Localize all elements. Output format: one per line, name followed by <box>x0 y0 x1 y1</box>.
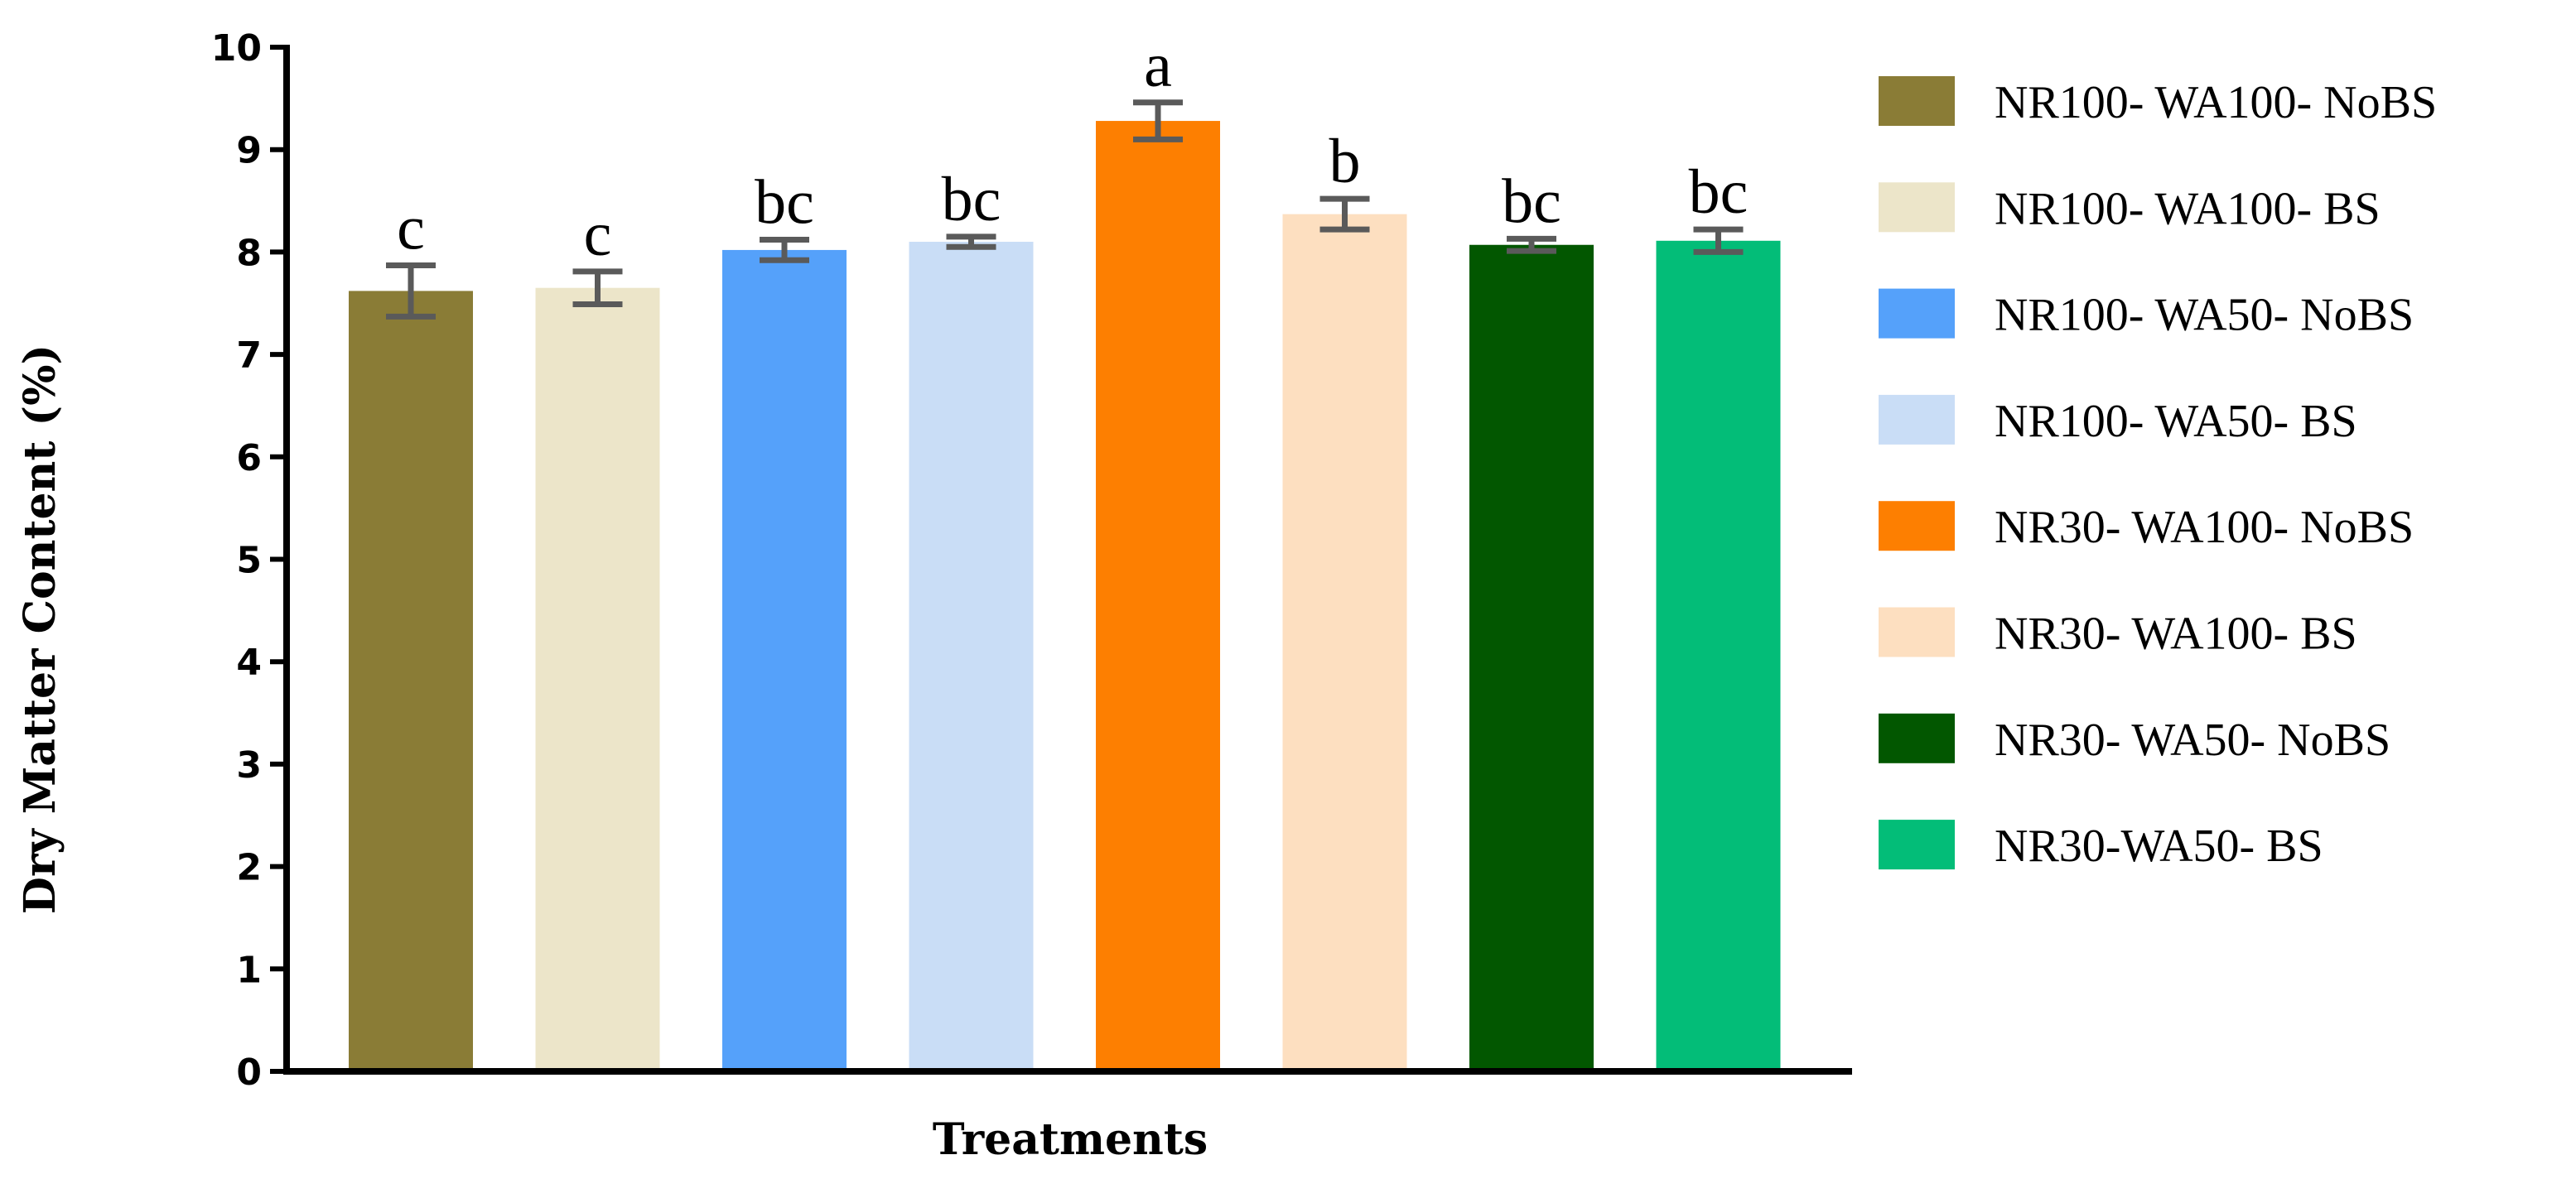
legend-label-1: NR100- WA100- NoBS <box>1995 77 2437 128</box>
legend-swatch-3 <box>1879 288 1955 339</box>
y-axis: 0 1 2 3 4 5 6 7 8 9 10 <box>211 27 290 1094</box>
x-axis-label: Treatments <box>933 1114 1208 1165</box>
legend-item-2: NR100- WA100- BS <box>1879 182 2381 234</box>
error-bar-4 <box>946 233 996 250</box>
error-bars <box>386 99 1744 320</box>
bar-3 <box>722 249 847 1068</box>
legend-item-1: NR100- WA100- NoBS <box>1879 76 2437 128</box>
bar-2 <box>535 287 660 1068</box>
error-bar-3 <box>760 237 809 263</box>
error-bar-7 <box>1507 235 1556 254</box>
bar-4 <box>909 242 1034 1068</box>
legend-item-4: NR100- WA50- BS <box>1879 394 2357 447</box>
significance-label-8: bc <box>1689 157 1749 227</box>
error-bar-2 <box>572 268 623 307</box>
legend-swatch-2 <box>1879 182 1955 233</box>
y-tick-label-8: 8 <box>236 232 262 274</box>
y-tick-label-2: 2 <box>236 847 262 889</box>
error-bar-8 <box>1693 226 1744 255</box>
legend: NR100- WA100- NoBS NR100- WA100- BS NR100-… <box>1879 76 2437 872</box>
legend-swatch-6 <box>1879 607 1955 657</box>
y-tick-label-5: 5 <box>236 540 262 582</box>
legend-swatch-1 <box>1879 76 1955 126</box>
legend-item-3: NR100- WA50- NoBS <box>1879 288 2414 341</box>
y-axis-label: Dry Matter Content (%) <box>15 344 65 914</box>
y-tick-label-7: 7 <box>236 334 262 377</box>
legend-label-8: NR30-WA50- BS <box>1995 820 2323 872</box>
significance-label-7: bc <box>1502 166 1561 236</box>
legend-item-6: NR30- WA100- BS <box>1879 607 2357 660</box>
significance-label-4: bc <box>942 165 1001 234</box>
bar-1 <box>349 291 473 1068</box>
error-bar-5 <box>1133 99 1183 142</box>
legend-label-3: NR100- WA50- NoBS <box>1995 290 2414 341</box>
bars <box>349 121 1781 1069</box>
legend-label-6: NR30- WA100- BS <box>1995 609 2357 660</box>
legend-swatch-4 <box>1879 394 1955 445</box>
y-tick-label-10: 10 <box>211 27 262 70</box>
legend-label-5: NR30- WA100- NoBS <box>1995 502 2414 553</box>
error-bar-6 <box>1319 195 1370 233</box>
legend-label-2: NR100- WA100- BS <box>1995 183 2381 234</box>
legend-item-7: NR30- WA50- NoBS <box>1879 713 2390 766</box>
y-tick-label-1: 1 <box>236 949 262 991</box>
error-bar-1 <box>386 262 436 320</box>
legend-swatch-7 <box>1879 713 1955 763</box>
legend-item-8: NR30-WA50- BS <box>1879 820 2323 872</box>
significance-label-5: a <box>1144 31 1172 100</box>
legend-swatch-8 <box>1879 820 1955 870</box>
y-tick-label-4: 4 <box>236 642 262 684</box>
bar-7 <box>1469 244 1594 1069</box>
bar-6 <box>1282 214 1407 1069</box>
significance-label-2: c <box>584 200 612 269</box>
bar-8 <box>1656 240 1781 1069</box>
y-tick-label-9: 9 <box>236 130 262 172</box>
y-tick-label-0: 0 <box>236 1051 262 1094</box>
y-tick-label-6: 6 <box>236 437 262 479</box>
legend-swatch-5 <box>1879 501 1955 551</box>
significance-label-6: b <box>1329 127 1361 196</box>
y-tick-label-3: 3 <box>236 744 262 787</box>
legend-label-7: NR30- WA50- NoBS <box>1995 715 2390 766</box>
legend-item-5: NR30- WA100- NoBS <box>1879 501 2414 553</box>
significance-label-3: bc <box>755 168 814 238</box>
bar-5 <box>1096 121 1220 1069</box>
legend-label-4: NR100- WA50- BS <box>1995 396 2357 447</box>
significance-label-1: c <box>397 193 425 262</box>
significance-labels: c c bc bc a b bc bc <box>397 31 1748 269</box>
